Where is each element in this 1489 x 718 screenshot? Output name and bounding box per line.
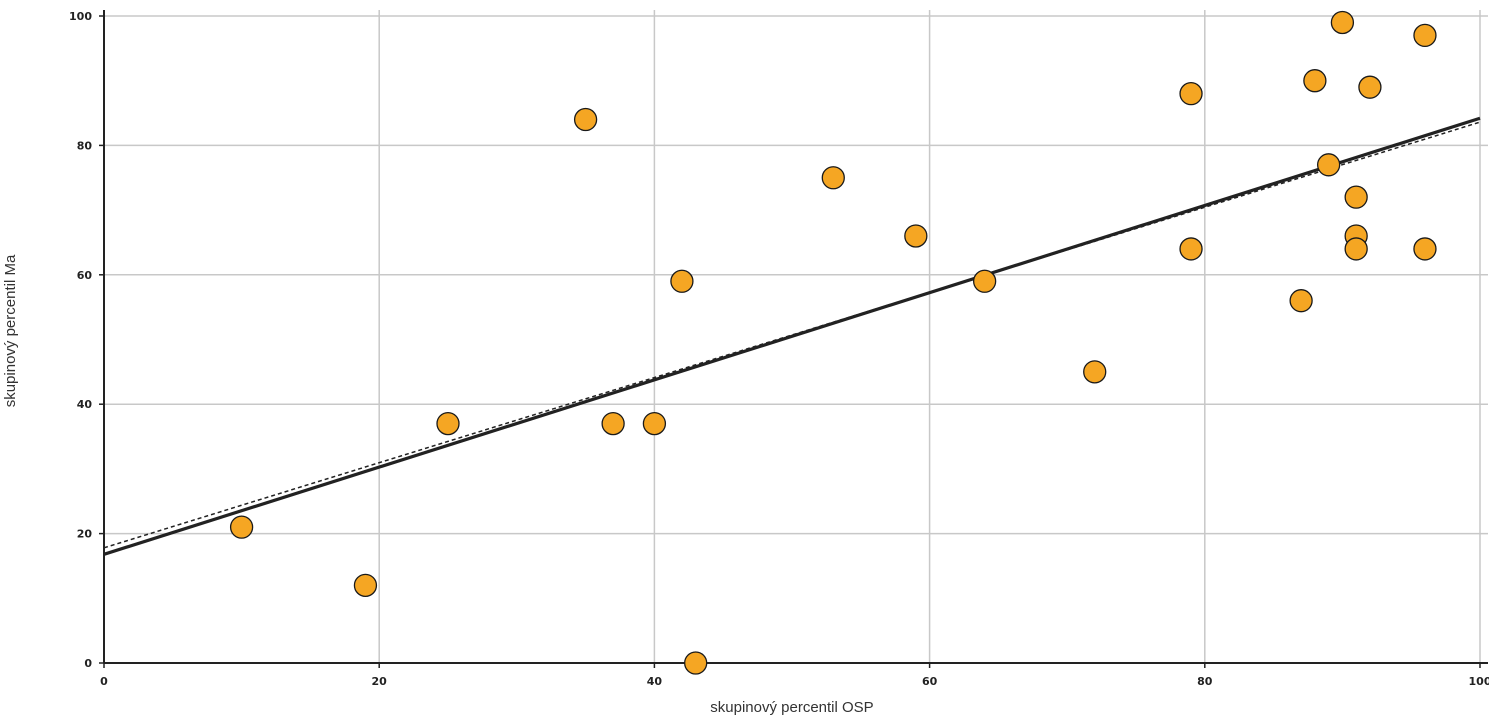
x-tick-label: 0	[100, 675, 108, 688]
y-axis-title: skupinový percentil Ma	[2, 254, 19, 407]
data-point	[573, 107, 598, 132]
data-point	[821, 166, 845, 190]
data-point	[1179, 81, 1203, 106]
data-point	[1413, 237, 1437, 261]
data-point	[1083, 360, 1107, 384]
x-tick-label: 40	[647, 675, 663, 688]
y-tick-label: 40	[77, 398, 93, 411]
data-point	[1344, 237, 1368, 261]
data-point	[601, 411, 625, 436]
axes	[99, 10, 1488, 668]
data-point	[229, 515, 254, 539]
data-point	[1344, 185, 1368, 209]
x-tick-label: 100	[1469, 675, 1489, 688]
x-axis-title: skupinový percentil OSP	[710, 699, 873, 716]
data-point	[1289, 289, 1313, 313]
data-point	[1179, 237, 1203, 261]
data-point	[436, 411, 460, 436]
x-tick-label: 60	[922, 675, 938, 688]
x-tick-label: 20	[372, 675, 388, 688]
y-tick-label: 20	[77, 528, 93, 541]
y-tick-label: 0	[84, 657, 92, 670]
data-points	[229, 10, 1437, 675]
trend-line-solid	[103, 116, 1481, 556]
trend-line-dashed	[103, 121, 1481, 549]
data-point	[684, 651, 708, 675]
x-tick-label: 80	[1197, 675, 1213, 688]
data-point	[972, 269, 997, 293]
y-tick-label: 60	[77, 269, 93, 282]
data-point	[1358, 75, 1382, 99]
data-point	[1330, 10, 1355, 35]
data-point	[1316, 153, 1341, 177]
trend-lines	[103, 116, 1481, 556]
y-tick-label: 80	[77, 139, 93, 152]
grid	[104, 10, 1488, 663]
y-tick-label: 100	[69, 10, 92, 23]
data-point	[642, 411, 667, 436]
data-point	[1303, 69, 1327, 93]
data-point	[353, 573, 378, 598]
data-point	[1413, 23, 1437, 48]
data-point	[670, 269, 694, 293]
data-point	[904, 224, 928, 248]
tick-labels: 0 20 40 60 80 100 0 20 40 60 80 100	[69, 10, 1489, 688]
